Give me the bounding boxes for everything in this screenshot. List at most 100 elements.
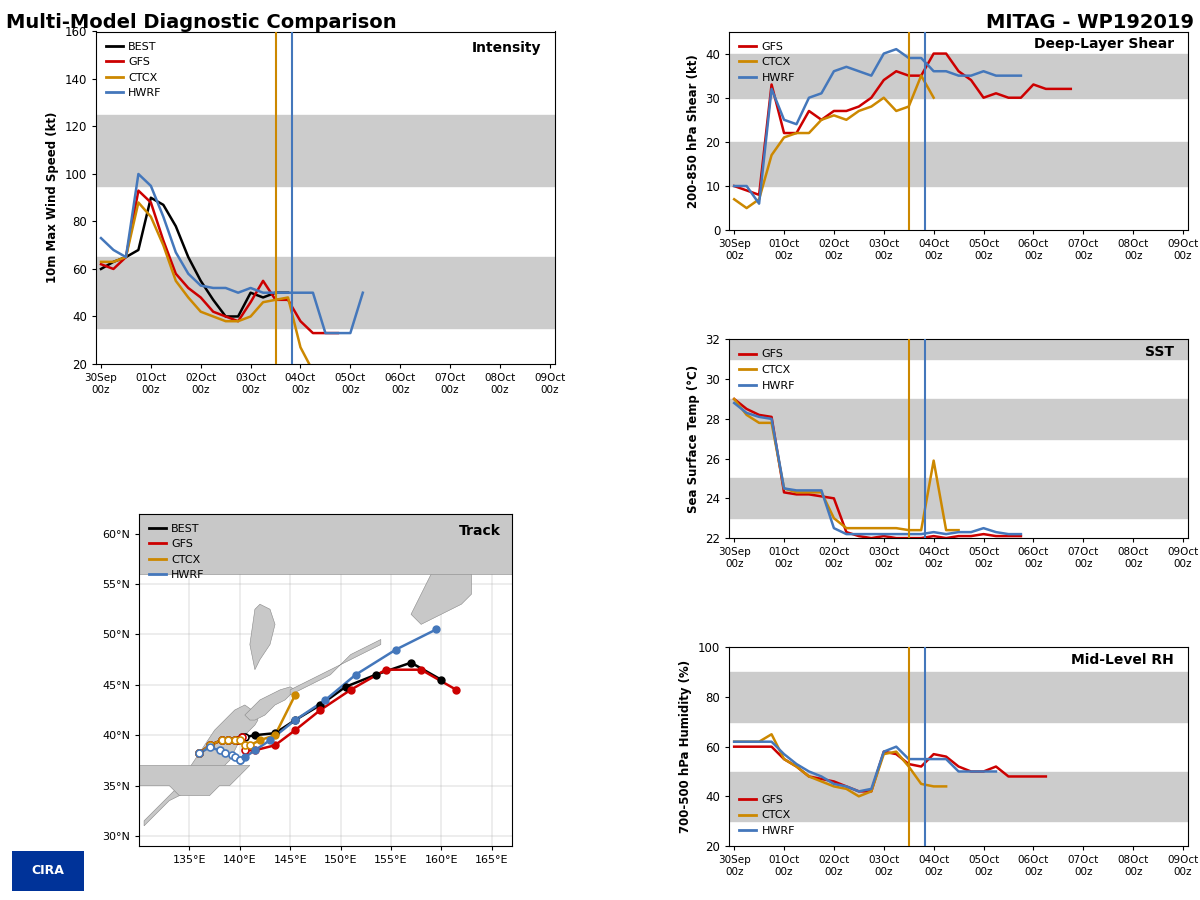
GFS — [119, 252, 133, 263]
HWRF — [233, 755, 247, 766]
GFS — [802, 105, 816, 116]
GFS — [764, 79, 779, 90]
GFS — [889, 749, 904, 760]
CTCX — [864, 101, 878, 112]
HWRF — [203, 742, 217, 752]
GFS — [864, 786, 878, 796]
BEST — [218, 311, 233, 322]
HWRF — [914, 753, 929, 764]
HWRF — [802, 93, 816, 104]
HWRF — [727, 736, 742, 747]
GFS — [926, 749, 941, 760]
CTCX — [802, 487, 816, 498]
CTCX — [764, 149, 779, 160]
Bar — [730, 142, 1188, 186]
BEST — [338, 681, 353, 692]
HWRF — [827, 778, 841, 789]
HWRF — [989, 766, 1003, 777]
HWRF — [727, 398, 742, 409]
BEST — [238, 732, 252, 742]
BEST — [404, 657, 419, 668]
CTCX — [815, 776, 829, 787]
BEST — [269, 287, 283, 298]
CTCX — [790, 128, 804, 139]
HWRF — [852, 66, 866, 77]
CTCX — [852, 791, 866, 802]
CTCX — [876, 523, 890, 534]
GFS — [1039, 771, 1054, 782]
BEST — [131, 245, 145, 256]
HWRF — [348, 670, 362, 680]
GFS — [144, 197, 158, 208]
Polygon shape — [250, 604, 275, 670]
HWRF — [192, 748, 206, 759]
Line: GFS: GFS — [199, 670, 456, 753]
HWRF — [864, 784, 878, 795]
Line: GFS: GFS — [734, 399, 1021, 538]
HWRF — [889, 44, 904, 55]
Bar — [730, 672, 1188, 722]
BEST — [192, 748, 206, 759]
CTCX — [238, 740, 252, 751]
GFS — [414, 664, 428, 675]
HWRF — [752, 411, 767, 422]
CTCX — [181, 292, 196, 303]
HWRF — [331, 328, 346, 338]
GFS — [914, 70, 929, 81]
HWRF — [269, 287, 283, 298]
BEST — [234, 732, 248, 742]
CTCX — [215, 734, 229, 745]
HWRF — [739, 736, 754, 747]
BEST — [203, 740, 217, 751]
CTCX — [926, 781, 941, 792]
HWRF — [977, 523, 991, 534]
GFS — [989, 531, 1003, 542]
BEST — [228, 734, 242, 745]
BEST — [268, 728, 282, 739]
GFS — [764, 742, 779, 752]
Bar — [730, 771, 1188, 821]
HWRF — [256, 287, 270, 298]
HWRF — [764, 84, 779, 94]
HWRF — [964, 70, 978, 81]
HWRF — [864, 528, 878, 539]
BEST — [313, 699, 328, 710]
HWRF — [776, 749, 791, 760]
CTCX — [131, 197, 145, 208]
Line: HWRF: HWRF — [734, 742, 996, 791]
BEST — [281, 287, 295, 298]
CTCX — [952, 525, 966, 535]
Bar — [730, 399, 1188, 439]
BEST — [256, 292, 270, 303]
HWRF — [212, 745, 227, 756]
CTCX — [852, 105, 866, 116]
HWRF — [852, 786, 866, 796]
Legend: GFS, CTCX, HWRF: GFS, CTCX, HWRF — [734, 790, 799, 841]
CTCX — [889, 746, 904, 757]
HWRF — [727, 181, 742, 192]
GFS — [926, 49, 941, 59]
HWRF — [914, 52, 929, 63]
HWRF — [247, 745, 262, 756]
HWRF — [790, 485, 804, 496]
HWRF — [144, 181, 158, 192]
Text: Mid-Level RH: Mid-Level RH — [1072, 653, 1175, 667]
BEST — [230, 311, 245, 322]
HWRF — [238, 752, 252, 762]
CTCX — [727, 736, 742, 747]
HWRF — [938, 753, 953, 764]
GFS — [230, 316, 245, 327]
GFS — [94, 259, 108, 270]
HWRF — [815, 771, 829, 782]
HWRF — [952, 526, 966, 537]
Line: BEST: BEST — [199, 662, 442, 753]
CTCX — [790, 487, 804, 498]
GFS — [938, 49, 953, 59]
HWRF — [926, 753, 941, 764]
GFS — [230, 734, 245, 745]
GFS — [379, 664, 394, 675]
Line: CTCX: CTCX — [734, 399, 959, 530]
GFS — [864, 533, 878, 544]
CTCX — [914, 525, 929, 535]
CTCX — [876, 93, 890, 104]
